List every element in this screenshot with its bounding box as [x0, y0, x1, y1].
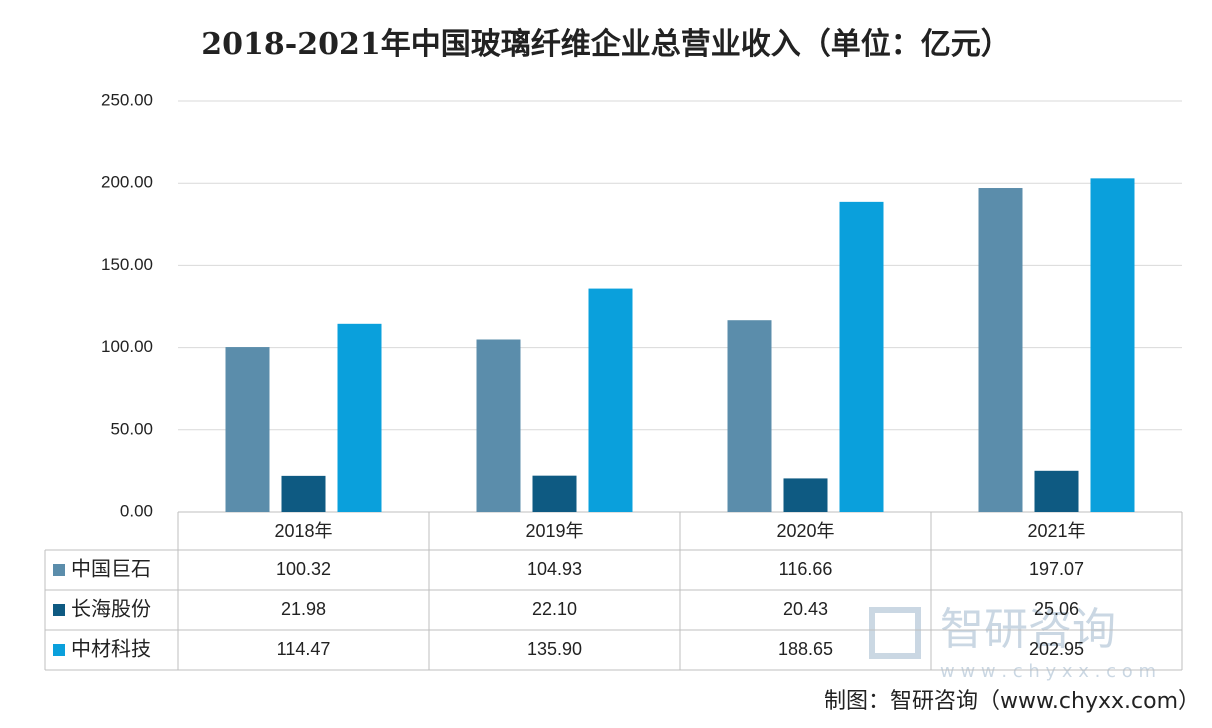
legend-swatch — [53, 604, 65, 616]
table-value: 197.07 — [1029, 559, 1084, 579]
bar — [337, 323, 382, 512]
watermark-url: w w w . c h y x x . c o m — [940, 661, 1156, 682]
table-value: 100.32 — [276, 559, 331, 579]
y-tick-label: 100.00 — [101, 337, 153, 356]
bar — [783, 478, 828, 512]
bar — [1090, 178, 1135, 512]
bar — [476, 339, 521, 512]
table-value: 20.43 — [783, 599, 828, 619]
y-tick-label: 0.00 — [120, 501, 153, 520]
y-tick-label: 200.00 — [101, 173, 153, 192]
legend-label: 长海股份 — [71, 597, 151, 621]
bar — [978, 188, 1023, 513]
table-value: 104.93 — [527, 559, 582, 579]
bar — [532, 475, 577, 512]
bar — [225, 347, 270, 512]
y-tick-label: 250.00 — [101, 90, 153, 109]
bar — [588, 288, 633, 512]
table-value: 188.65 — [778, 639, 833, 659]
y-tick-label: 150.00 — [101, 255, 153, 274]
legend-swatch — [53, 564, 65, 576]
bar — [1034, 470, 1079, 512]
table-value: 21.98 — [281, 599, 326, 619]
source: 制图：智研咨询（www.chyxx.com） — [824, 689, 1200, 714]
bar — [839, 201, 884, 512]
x-tick-label: 2018年 — [274, 521, 332, 541]
y-tick-label: 50.00 — [110, 419, 153, 438]
x-tick-label: 2020年 — [776, 521, 834, 541]
table-value: 202.95 — [1029, 639, 1084, 659]
table-value: 135.90 — [527, 639, 582, 659]
chart-title: 2018-2021年中国玻璃纤维企业总营业收入（单位：亿元） — [201, 27, 1010, 62]
legend-label: 中国巨石 — [71, 557, 151, 581]
legend-label: 中材科技 — [71, 637, 151, 661]
bar — [727, 320, 772, 512]
table-value: 114.47 — [277, 639, 331, 659]
legend-swatch — [53, 644, 65, 656]
table-value: 116.66 — [779, 559, 833, 579]
table-value: 25.06 — [1034, 599, 1079, 619]
bar — [281, 475, 326, 512]
x-tick-label: 2019年 — [525, 521, 583, 541]
x-tick-label: 2021年 — [1027, 521, 1085, 541]
table-value: 22.10 — [532, 599, 577, 619]
